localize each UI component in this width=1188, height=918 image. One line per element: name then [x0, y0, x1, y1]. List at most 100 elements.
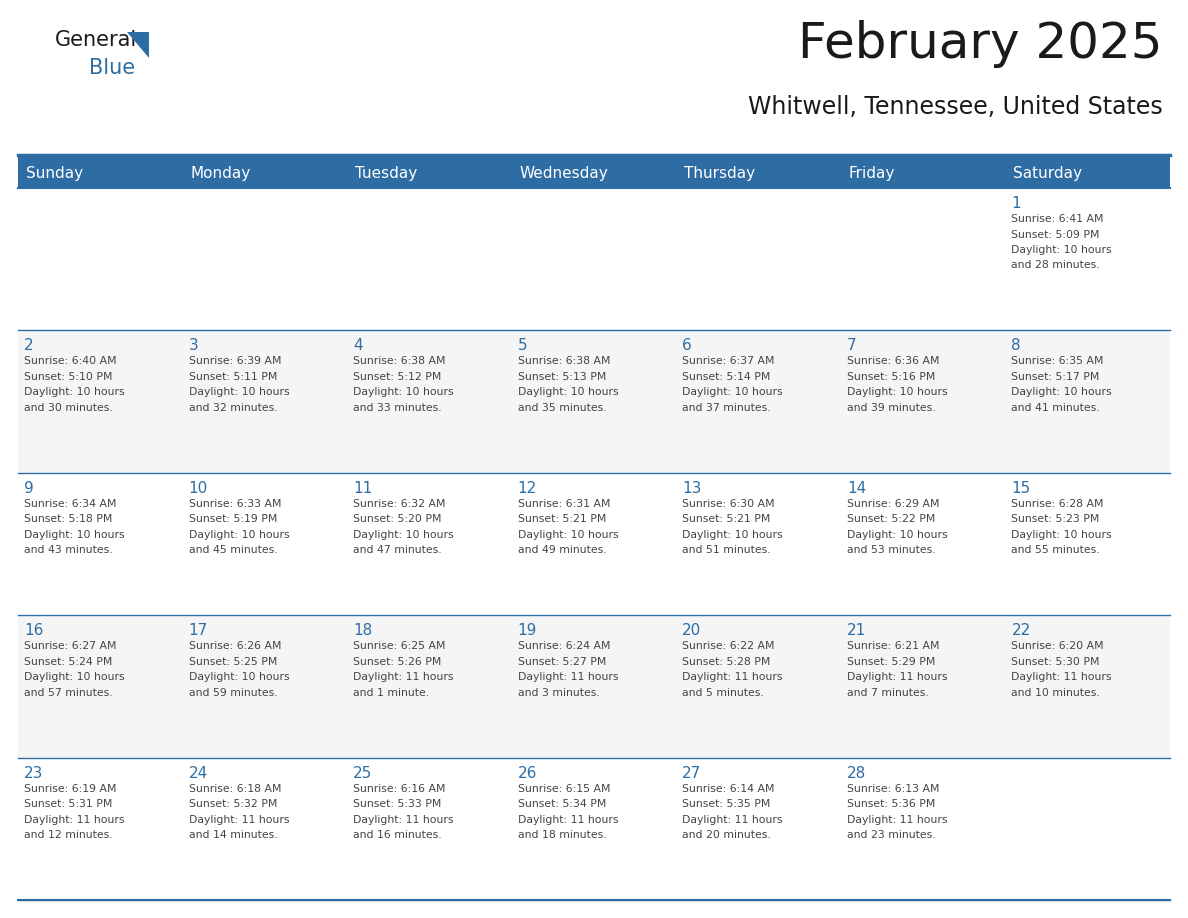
Text: Sunrise: 6:39 AM: Sunrise: 6:39 AM: [189, 356, 282, 366]
Bar: [841, 757, 1005, 900]
Text: Sunset: 5:36 PM: Sunset: 5:36 PM: [847, 799, 935, 809]
Text: Sunset: 5:27 PM: Sunset: 5:27 PM: [518, 656, 606, 666]
Text: Daylight: 11 hours: Daylight: 11 hours: [847, 672, 947, 682]
Text: Daylight: 11 hours: Daylight: 11 hours: [353, 672, 454, 682]
Text: Sunset: 5:23 PM: Sunset: 5:23 PM: [1011, 514, 1100, 524]
Bar: [676, 330, 841, 473]
Text: Sunrise: 6:18 AM: Sunrise: 6:18 AM: [189, 784, 282, 793]
Text: Sunrise: 6:33 AM: Sunrise: 6:33 AM: [189, 498, 282, 509]
Text: 7: 7: [847, 339, 857, 353]
Text: and 7 minutes.: and 7 minutes.: [847, 688, 929, 698]
Text: Daylight: 10 hours: Daylight: 10 hours: [189, 387, 289, 397]
Text: Daylight: 10 hours: Daylight: 10 hours: [847, 530, 948, 540]
Bar: [676, 188, 841, 330]
Text: and 16 minutes.: and 16 minutes.: [353, 830, 442, 840]
Text: Sunrise: 6:30 AM: Sunrise: 6:30 AM: [682, 498, 775, 509]
Text: and 57 minutes.: and 57 minutes.: [24, 688, 113, 698]
Text: Sunrise: 6:34 AM: Sunrise: 6:34 AM: [24, 498, 116, 509]
Text: 2: 2: [24, 339, 33, 353]
Bar: [512, 615, 676, 757]
Text: Sunset: 5:33 PM: Sunset: 5:33 PM: [353, 799, 442, 809]
Bar: [18, 330, 183, 473]
Text: 17: 17: [189, 623, 208, 638]
Text: 15: 15: [1011, 481, 1031, 496]
Text: Daylight: 10 hours: Daylight: 10 hours: [24, 672, 125, 682]
Text: 10: 10: [189, 481, 208, 496]
Text: 8: 8: [1011, 339, 1020, 353]
Text: and 33 minutes.: and 33 minutes.: [353, 403, 442, 413]
Text: Sunrise: 6:26 AM: Sunrise: 6:26 AM: [189, 641, 282, 651]
Text: and 39 minutes.: and 39 minutes.: [847, 403, 935, 413]
Text: and 30 minutes.: and 30 minutes.: [24, 403, 113, 413]
Text: Sunrise: 6:16 AM: Sunrise: 6:16 AM: [353, 784, 446, 793]
Text: Daylight: 11 hours: Daylight: 11 hours: [518, 814, 618, 824]
Text: Sunset: 5:20 PM: Sunset: 5:20 PM: [353, 514, 442, 524]
Text: Sunset: 5:09 PM: Sunset: 5:09 PM: [1011, 230, 1100, 240]
Text: 27: 27: [682, 766, 702, 780]
Text: 28: 28: [847, 766, 866, 780]
Text: and 32 minutes.: and 32 minutes.: [189, 403, 277, 413]
Text: Whitwell, Tennessee, United States: Whitwell, Tennessee, United States: [748, 95, 1163, 119]
Text: and 47 minutes.: and 47 minutes.: [353, 545, 442, 555]
Text: Daylight: 11 hours: Daylight: 11 hours: [189, 814, 289, 824]
Text: Blue: Blue: [89, 58, 135, 78]
Bar: [841, 615, 1005, 757]
Text: Sunrise: 6:24 AM: Sunrise: 6:24 AM: [518, 641, 611, 651]
Text: 4: 4: [353, 339, 362, 353]
Text: Monday: Monday: [190, 166, 251, 181]
Text: Daylight: 10 hours: Daylight: 10 hours: [189, 530, 289, 540]
Text: 3: 3: [189, 339, 198, 353]
Text: Daylight: 10 hours: Daylight: 10 hours: [518, 530, 618, 540]
Text: Sunrise: 6:40 AM: Sunrise: 6:40 AM: [24, 356, 116, 366]
Text: Sunrise: 6:19 AM: Sunrise: 6:19 AM: [24, 784, 116, 793]
Text: Daylight: 10 hours: Daylight: 10 hours: [353, 530, 454, 540]
Bar: [841, 188, 1005, 330]
Text: 16: 16: [24, 623, 44, 638]
Text: Daylight: 10 hours: Daylight: 10 hours: [518, 387, 618, 397]
Bar: [183, 330, 347, 473]
Text: Sunrise: 6:25 AM: Sunrise: 6:25 AM: [353, 641, 446, 651]
Bar: [347, 757, 512, 900]
Text: 13: 13: [682, 481, 702, 496]
Text: Daylight: 10 hours: Daylight: 10 hours: [1011, 530, 1112, 540]
Text: Sunrise: 6:29 AM: Sunrise: 6:29 AM: [847, 498, 940, 509]
Text: 1: 1: [1011, 196, 1020, 211]
Bar: [676, 757, 841, 900]
Text: and 12 minutes.: and 12 minutes.: [24, 830, 113, 840]
Bar: [512, 473, 676, 615]
Text: Sunrise: 6:21 AM: Sunrise: 6:21 AM: [847, 641, 940, 651]
Text: 12: 12: [518, 481, 537, 496]
Text: Daylight: 11 hours: Daylight: 11 hours: [682, 814, 783, 824]
Text: Sunrise: 6:28 AM: Sunrise: 6:28 AM: [1011, 498, 1104, 509]
Text: Sunset: 5:21 PM: Sunset: 5:21 PM: [518, 514, 606, 524]
Text: Thursday: Thursday: [684, 166, 756, 181]
Text: and 51 minutes.: and 51 minutes.: [682, 545, 771, 555]
Text: Sunset: 5:26 PM: Sunset: 5:26 PM: [353, 656, 442, 666]
Text: Sunset: 5:13 PM: Sunset: 5:13 PM: [518, 372, 606, 382]
Text: 26: 26: [518, 766, 537, 780]
Polygon shape: [127, 32, 148, 58]
Text: 25: 25: [353, 766, 372, 780]
Bar: [1005, 330, 1170, 473]
Text: Sunset: 5:32 PM: Sunset: 5:32 PM: [189, 799, 277, 809]
Text: Sunrise: 6:20 AM: Sunrise: 6:20 AM: [1011, 641, 1104, 651]
Bar: [512, 757, 676, 900]
Text: Daylight: 10 hours: Daylight: 10 hours: [682, 530, 783, 540]
Text: Sunset: 5:25 PM: Sunset: 5:25 PM: [189, 656, 277, 666]
Text: and 1 minute.: and 1 minute.: [353, 688, 429, 698]
Text: and 3 minutes.: and 3 minutes.: [518, 688, 600, 698]
Bar: [1005, 473, 1170, 615]
Text: Sunset: 5:21 PM: Sunset: 5:21 PM: [682, 514, 771, 524]
Text: 18: 18: [353, 623, 372, 638]
Text: 19: 19: [518, 623, 537, 638]
Text: Sunset: 5:10 PM: Sunset: 5:10 PM: [24, 372, 113, 382]
Text: Sunrise: 6:35 AM: Sunrise: 6:35 AM: [1011, 356, 1104, 366]
Text: Sunrise: 6:27 AM: Sunrise: 6:27 AM: [24, 641, 116, 651]
Text: 11: 11: [353, 481, 372, 496]
Text: 24: 24: [189, 766, 208, 780]
Text: 23: 23: [24, 766, 44, 780]
Text: Sunset: 5:14 PM: Sunset: 5:14 PM: [682, 372, 771, 382]
Text: Wednesday: Wednesday: [519, 166, 608, 181]
Text: Daylight: 10 hours: Daylight: 10 hours: [1011, 245, 1112, 255]
Text: Friday: Friday: [849, 166, 896, 181]
